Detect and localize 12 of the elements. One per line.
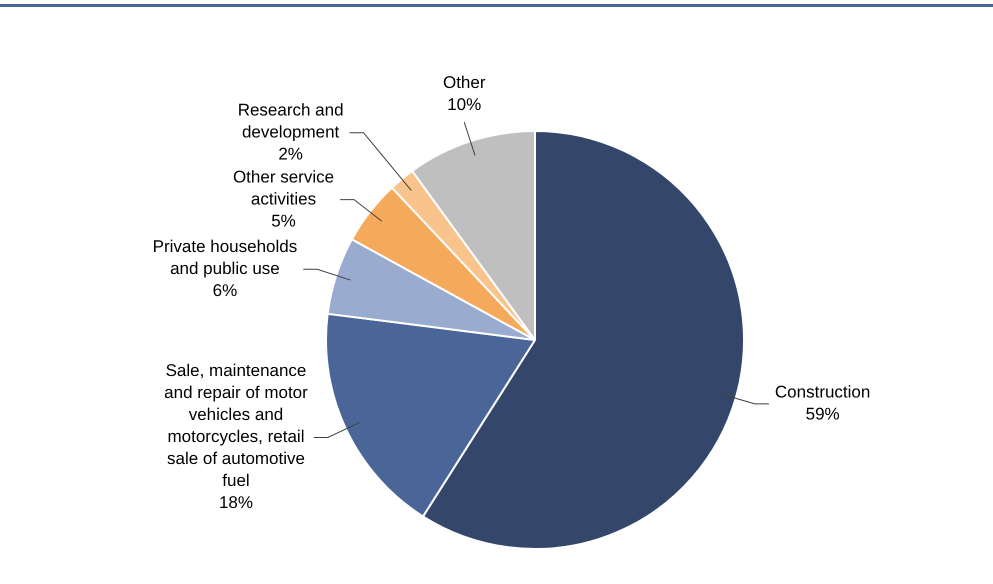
slice-label: Sale, maintenance and repair of motor vehicles and motorcycles, retail sale of automotive fuel — [164, 361, 308, 490]
data-label: 2% — [278, 144, 303, 164]
data-label: 59% — [806, 404, 840, 424]
data-label: 5% — [271, 211, 296, 230]
data-label: 18% — [218, 493, 253, 512]
data-label: 10% — [447, 94, 482, 114]
slice-label: Research and development — [238, 100, 344, 142]
slice-label: Construction — [774, 382, 870, 402]
slice-label: Private households and public use — [152, 236, 298, 278]
slice-label: Other service activities — [232, 167, 334, 208]
data-label: 6% — [212, 280, 238, 300]
slice-label: Other — [442, 72, 486, 92]
